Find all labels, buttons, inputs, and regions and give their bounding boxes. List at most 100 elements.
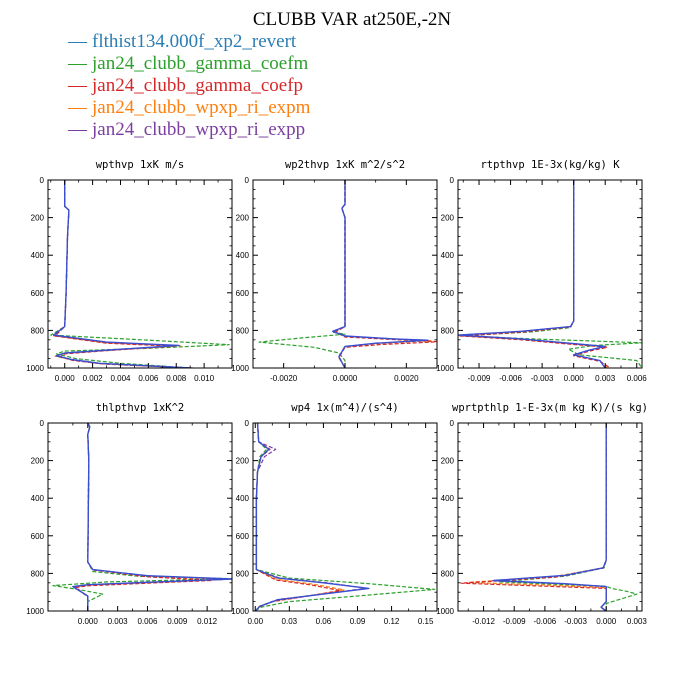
- series-line-blue: [493, 423, 607, 611]
- series-line-red: [254, 423, 342, 611]
- x-tick-label: 0.000: [78, 617, 99, 626]
- x-tick-label: 0.012: [197, 617, 218, 626]
- panel-4: thlpthvp 1xK^2 0 200 400 600 800 1000 0.000 0.00…: [26, 402, 233, 626]
- x-tick-label: 0.003: [595, 374, 616, 383]
- y-tick-label: 0: [450, 176, 455, 185]
- x-tick-label: 0.002: [83, 374, 104, 383]
- y-tick-label: 600: [441, 532, 455, 541]
- series-line-green: [50, 180, 230, 368]
- legend-label: jan24_clubb_wpxp_ri_expp: [91, 119, 305, 140]
- x-tick-label: -0.003: [531, 374, 554, 383]
- y-tick-label: 0: [245, 176, 250, 185]
- y-tick-label: 800: [441, 326, 455, 335]
- y-tick-label: 1000: [231, 607, 249, 616]
- y-tick-label: 800: [236, 326, 250, 335]
- y-tick-label: 200: [31, 214, 45, 223]
- x-tick-label: 0.0000: [333, 374, 358, 383]
- y-tick-label: 200: [31, 457, 45, 466]
- legend-marker: —: [67, 97, 88, 118]
- x-tick-label: -0.003: [564, 617, 587, 626]
- y-tick-label: 1000: [26, 364, 44, 373]
- legend-marker: —: [67, 31, 88, 52]
- legend-item: — flthist134.000f_xp2_revert: [67, 31, 297, 52]
- panel-title: thlpthvp 1xK^2: [96, 402, 185, 414]
- legend-item: — jan24_clubb_gamma_coefp: [67, 75, 303, 96]
- y-tick-label: 400: [441, 251, 455, 260]
- legend-label: jan24_clubb_wpxp_ri_expm: [91, 97, 311, 118]
- series-group: [458, 180, 642, 368]
- series-line-blue: [52, 180, 191, 368]
- series-line-blue: [72, 423, 232, 611]
- legend-marker: —: [67, 119, 88, 140]
- series-line-green: [254, 423, 436, 611]
- x-tick-label: -0.0020: [270, 374, 298, 383]
- y-tick-label: 600: [236, 289, 250, 298]
- series-line-green: [258, 180, 346, 368]
- panel-1: wpthvp 1xK m/s 0 200 400 600 800 1000 0.000 0.00…: [26, 159, 233, 383]
- y-tick-label: 400: [236, 251, 250, 260]
- y-tick-label: 800: [236, 569, 250, 578]
- series-line-red: [335, 180, 437, 368]
- x-tick-label: 0.004: [110, 374, 131, 383]
- y-tick-label: 200: [236, 457, 250, 466]
- legend-marker: —: [67, 53, 88, 74]
- x-tick-label: 0.03: [282, 617, 298, 626]
- series-group: [52, 423, 232, 611]
- legend: — flthist134.000f_xp2_revert— jan24_clubb_…: [67, 31, 311, 140]
- y-tick-label: 600: [31, 532, 45, 541]
- y-tick-label: 200: [441, 214, 455, 223]
- x-tick-label: 0.003: [627, 617, 648, 626]
- x-tick-label: 0.00: [247, 617, 263, 626]
- x-tick-label: 0.006: [137, 617, 158, 626]
- x-tick-label: 0.000: [55, 374, 76, 383]
- legend-label: jan24_clubb_gamma_coefp: [91, 75, 303, 96]
- y-tick-label: 1000: [436, 364, 454, 373]
- legend-item: — jan24_clubb_gamma_coefm: [67, 53, 309, 74]
- panel-title: rtpthvp 1E-3x(kg/kg) K: [480, 159, 620, 171]
- y-tick-label: 1000: [436, 607, 454, 616]
- y-tick-label: 1000: [26, 607, 44, 616]
- x-tick-label: 0.008: [166, 374, 187, 383]
- legend-item: — jan24_clubb_wpxp_ri_expm: [67, 97, 311, 118]
- y-tick-label: 1000: [231, 364, 249, 373]
- y-tick-label: 0: [245, 419, 250, 428]
- series-line-blue: [332, 180, 429, 368]
- y-tick-label: 600: [441, 289, 455, 298]
- y-tick-label: 600: [31, 289, 45, 298]
- y-tick-label: 600: [236, 532, 250, 541]
- y-tick-label: 800: [31, 326, 45, 335]
- series-line-blue: [254, 423, 370, 611]
- legend-label: jan24_clubb_gamma_coefm: [91, 53, 309, 74]
- y-tick-label: 400: [236, 494, 250, 503]
- x-tick-label: 0.000: [564, 374, 585, 383]
- panel-2: wp2thvp 1xK m^2/s^2 0 200 400 600 800 1000 -0.0…: [231, 159, 438, 383]
- y-tick-label: 200: [236, 214, 250, 223]
- x-tick-label: -0.012: [472, 617, 495, 626]
- y-tick-label: 400: [31, 251, 45, 260]
- series-group: [254, 423, 436, 611]
- y-tick-label: 400: [441, 494, 455, 503]
- series-group: [258, 180, 437, 368]
- x-tick-label: 0.000: [596, 617, 617, 626]
- x-tick-label: 0.006: [627, 374, 648, 383]
- series-group: [50, 180, 230, 368]
- y-tick-label: 0: [40, 419, 45, 428]
- y-tick-label: 0: [450, 419, 455, 428]
- y-tick-label: 200: [441, 457, 455, 466]
- panel-title: wp4 1x(m^4)/(s^4): [291, 402, 398, 414]
- panel-6: wprtpthlp 1-E-3x(m kg K)/(s kg) 0 200 400 60…: [436, 402, 648, 626]
- y-tick-label: 800: [31, 569, 45, 578]
- x-tick-label: -0.009: [503, 617, 526, 626]
- y-tick-label: 800: [441, 569, 455, 578]
- panel-title: wprtpthlp 1-E-3x(m kg K)/(s kg): [452, 402, 648, 414]
- legend-label: flthist134.000f_xp2_revert: [92, 31, 297, 52]
- legend-marker: —: [67, 75, 88, 96]
- x-tick-label: 0.09: [350, 617, 366, 626]
- x-tick-label: 0.0020: [394, 374, 419, 383]
- x-tick-label: 0.003: [108, 617, 129, 626]
- x-tick-label: 0.06: [316, 617, 332, 626]
- y-tick-label: 400: [31, 494, 45, 503]
